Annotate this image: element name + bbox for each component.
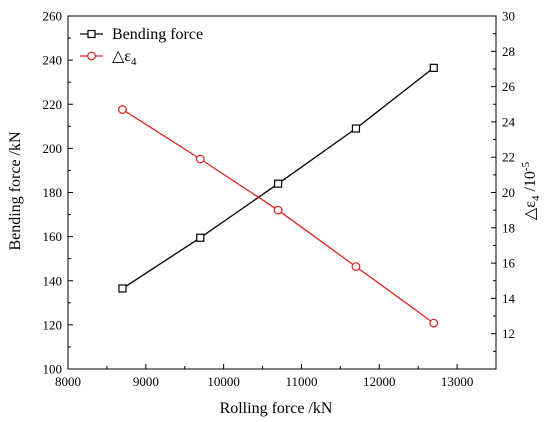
series-0-point [118,284,127,293]
y-right-tick-label: 30 [502,9,515,24]
series-0-point [351,124,361,133]
y-left-tick-label: 260 [43,9,63,24]
y-axis-title-right-mid: /10 [522,171,539,195]
series-1-point [429,318,439,328]
y-left-tick-label: 200 [43,141,63,156]
legend-marker-bending [87,29,96,39]
y-left-tick-label: 140 [43,273,63,288]
series-1-point [273,205,283,215]
y-right-tick-label: 28 [502,44,515,59]
legend: Bending force △ε4 [80,26,203,68]
y-left-tick-label: 160 [43,229,63,244]
series-1-point [351,262,361,272]
series-0-point [429,63,438,72]
legend-label-bending: Bending force [112,26,203,43]
y-right-tick-label: 20 [502,185,515,200]
x-tick-label: 12000 [363,374,396,389]
y-axis-title-right: △ε4 /10-5 [520,161,542,220]
y-axis-title-right-main: △ε [522,201,539,220]
series-1-point [195,154,205,164]
legend-label-delta-main: △ε [112,48,131,65]
series-0-point [196,233,205,242]
y-right-tick-label: 18 [502,220,515,235]
y-right-tick-label: 16 [502,256,516,271]
y-axis-title-right-sup: -5 [520,161,532,171]
y-right-tick-label: 24 [502,114,516,129]
series-0-point [274,179,283,188]
y-left-tick-label: 100 [43,362,63,377]
y-axis-title-right-sub: 4 [530,195,542,201]
x-tick-label: 8000 [55,374,81,389]
x-tick-label: 9000 [133,374,159,389]
series-line-1 [122,108,435,324]
x-tick-label: 13000 [441,374,474,389]
y-left-tick-label: 180 [43,185,63,200]
y-left-tick-label: 220 [43,97,63,112]
series-line-0 [122,67,435,290]
x-axis-title: Rolling force /kN [220,400,333,417]
x-tick-label: 10000 [207,374,240,389]
y-right-tick-label: 14 [502,291,516,306]
legend-label-delta: △ε4 [112,48,137,68]
legend-label-delta-sub: 4 [131,56,137,68]
legend-marker-delta [87,51,96,61]
x-tick-label: 11000 [285,374,317,389]
y-right-tick-label: 26 [502,79,516,94]
plot-layer: 8000 9000 10000 11000 12000 13000 100 120 140 160… [43,9,516,390]
y-axis-title-left: Bending force /kN [7,131,24,251]
y-left-tick-label: 240 [43,53,63,68]
y-right-tick-label: 12 [502,326,515,341]
series-1-point [118,105,127,114]
y-right-tick-label: 22 [502,150,515,165]
y-left-tick-label: 120 [43,317,63,332]
